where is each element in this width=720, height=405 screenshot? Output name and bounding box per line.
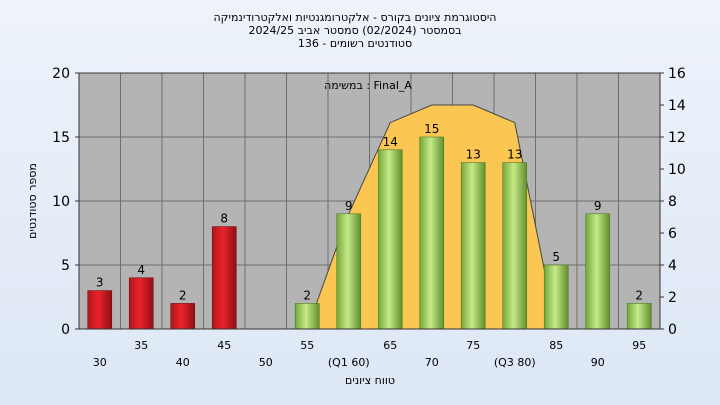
y2-tick-label: 16 bbox=[668, 66, 686, 82]
data-label: 15 bbox=[424, 122, 439, 136]
data-label: 8 bbox=[220, 212, 228, 226]
x-tick-label: 75 bbox=[466, 339, 480, 352]
y2-tick-label: 2 bbox=[668, 290, 677, 306]
y2-tick-label: 6 bbox=[668, 226, 677, 242]
x-tick-label: 50 bbox=[259, 356, 273, 369]
bar-95 bbox=[626, 303, 652, 330]
y-tick-label: 0 bbox=[61, 322, 70, 338]
y-axis-left: 0 5 10 15 20 bbox=[52, 66, 79, 338]
x-tick-label: 55 bbox=[300, 339, 314, 352]
title-line-2: בסמסטר (02/2024) סמסטר אביב 2024/25 bbox=[248, 24, 461, 37]
y-tick-label: 5 bbox=[61, 258, 70, 274]
y-tick-label: 10 bbox=[52, 194, 70, 210]
y2-tick-label: 12 bbox=[668, 130, 686, 146]
bar-85 bbox=[543, 264, 569, 330]
x-tick-label: 90 bbox=[591, 356, 605, 369]
bar-Q380 bbox=[502, 162, 528, 330]
data-label: 13 bbox=[507, 148, 522, 162]
bar-55 bbox=[294, 303, 320, 330]
y2-tick-label: 0 bbox=[668, 322, 677, 338]
x-tick-label: (Q3 80) bbox=[494, 356, 536, 369]
data-label: 13 bbox=[466, 148, 481, 162]
bar-35 bbox=[128, 277, 154, 330]
y2-tick-label: 10 bbox=[668, 162, 686, 178]
bar-40 bbox=[170, 303, 196, 330]
y-tick-label: 20 bbox=[52, 66, 70, 82]
x-axis: 30 35 40 45 50 55 (Q1 60) 65 70 75 (Q3 80) 85 90 95 bbox=[93, 339, 647, 369]
y2-tick-label: 4 bbox=[668, 258, 677, 274]
bar-30 bbox=[87, 290, 113, 330]
y-tick-label: 15 bbox=[52, 130, 70, 146]
data-labels: 3 4 2 8 2 9 14 15 13 13 5 9 2 bbox=[96, 122, 643, 302]
data-label: 9 bbox=[594, 199, 602, 213]
x-tick-label: (Q1 60) bbox=[328, 356, 370, 369]
title-line-3: סטודנטים רשומים - 136 bbox=[298, 37, 412, 50]
x-tick-label: 40 bbox=[176, 356, 190, 369]
bar-Q160 bbox=[336, 213, 362, 330]
y2-tick-label: 8 bbox=[668, 194, 677, 210]
bar-70 bbox=[419, 136, 445, 330]
data-label: 14 bbox=[383, 135, 398, 149]
data-label: 2 bbox=[179, 288, 187, 302]
data-label: 9 bbox=[345, 199, 353, 213]
x-tick-label: 65 bbox=[383, 339, 397, 352]
chart-title: היסטוגרמת ציונים בקורס - אלקטרומגנטיות ו… bbox=[214, 11, 497, 50]
x-axis-title: טווח ציונים bbox=[345, 374, 395, 387]
data-label: 5 bbox=[552, 250, 560, 264]
data-label: 4 bbox=[137, 263, 145, 277]
data-label: 3 bbox=[96, 276, 104, 290]
data-label: 2 bbox=[635, 288, 643, 302]
bars bbox=[87, 136, 652, 330]
x-tick-label: 85 bbox=[549, 339, 563, 352]
bar-45 bbox=[211, 226, 237, 330]
task-annotation: במשימה : Final_A bbox=[324, 79, 412, 92]
x-tick-label: 45 bbox=[217, 339, 231, 352]
y-axis-right: 0 2 4 6 8 10 12 14 16 bbox=[660, 66, 686, 338]
y2-tick-label: 14 bbox=[668, 98, 686, 114]
x-tick-label: 70 bbox=[425, 356, 439, 369]
title-line-1: היסטוגרמת ציונים בקורס - אלקטרומגנטיות ו… bbox=[214, 11, 497, 24]
x-tick-label: 95 bbox=[632, 339, 646, 352]
y-axis-title: מספר סטודנטים bbox=[26, 163, 39, 239]
x-tick-label: 35 bbox=[134, 339, 148, 352]
bar-90 bbox=[585, 213, 611, 330]
data-label: 2 bbox=[303, 288, 311, 302]
bar-65 bbox=[377, 149, 403, 330]
x-tick-label: 30 bbox=[93, 356, 107, 369]
bar-75 bbox=[460, 162, 486, 330]
